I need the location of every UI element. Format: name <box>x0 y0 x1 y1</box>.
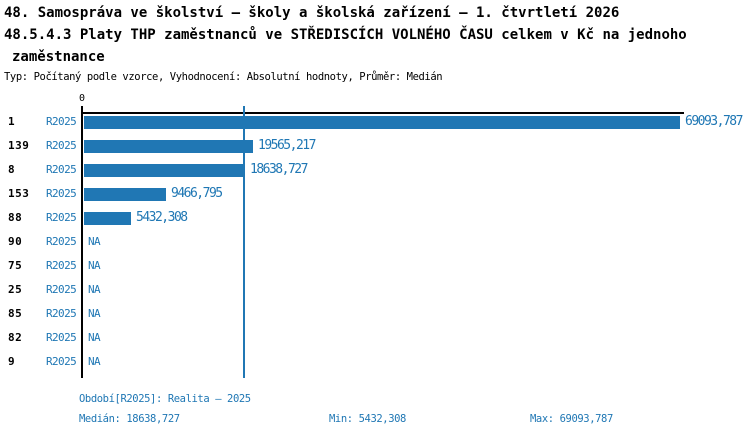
report-title-line-3: zaměstnance <box>12 49 105 65</box>
row-category-label: 75 <box>8 259 23 272</box>
report-meta: Typ: Počítaný podle vzorce, Vyhodnocení:… <box>4 71 443 83</box>
axis-zero-tick-label: 0 <box>78 93 86 104</box>
bar-value-label: 69093,787 <box>685 114 743 129</box>
row-series-label: R2025 <box>46 115 77 128</box>
row-series-label: R2025 <box>46 163 77 176</box>
row-category-label: 85 <box>8 307 23 320</box>
bar-value-label: 19565,217 <box>258 138 316 153</box>
row-series-label: R2025 <box>46 211 77 224</box>
footer-max: Max: 69093,787 <box>530 413 613 425</box>
chart-row: 1 R2025 69093,787 <box>0 110 750 134</box>
na-value-label: NA <box>88 307 101 320</box>
chart-row: 82 R2025 NA <box>0 326 750 350</box>
y-axis-line <box>81 106 83 378</box>
na-value-label: NA <box>88 355 101 368</box>
na-value-label: NA <box>88 259 101 272</box>
chart-row: 88 R2025 5432,308 <box>0 206 750 230</box>
row-category-label: 90 <box>8 235 23 248</box>
bar <box>84 140 253 153</box>
report-title-line-2: 48.5.4.3 Platy THP zaměstnanců ve STŘEDI… <box>4 27 687 43</box>
report-title-line-1: 48. Samospráva ve školství – školy a ško… <box>4 5 620 21</box>
row-series-label: R2025 <box>46 139 77 152</box>
chart-row: 8 R2025 18638,727 <box>0 158 750 182</box>
bar <box>84 212 131 225</box>
chart-rows: 1 R2025 69093,787 139 R2025 19565,217 8 R2025 18… <box>0 110 750 374</box>
bar-value-label: 18638,727 <box>250 162 308 177</box>
row-series-label: R2025 <box>46 259 77 272</box>
chart-row: 153 R2025 9466,795 <box>0 182 750 206</box>
row-series-label: R2025 <box>46 331 77 344</box>
chart-row: 90 R2025 NA <box>0 230 750 254</box>
bar <box>84 188 166 201</box>
chart-row: 139 R2025 19565,217 <box>0 134 750 158</box>
na-value-label: NA <box>88 235 101 248</box>
footer-median: Medián: 18638,727 <box>79 413 180 425</box>
row-category-label: 82 <box>8 331 23 344</box>
bar-value-label: 9466,795 <box>171 186 223 201</box>
chart-row: 75 R2025 NA <box>0 254 750 278</box>
row-category-label: 9 <box>8 355 16 368</box>
row-series-label: R2025 <box>46 283 77 296</box>
row-series-label: R2025 <box>46 307 77 320</box>
row-category-label: 1 <box>8 115 16 128</box>
row-series-label: R2025 <box>46 355 77 368</box>
bar <box>84 116 680 129</box>
report-header: 48. Samospráva ve školství – školy a ško… <box>4 2 687 84</box>
chart-row: 25 R2025 NA <box>0 278 750 302</box>
row-series-label: R2025 <box>46 235 77 248</box>
bar <box>84 164 245 177</box>
row-series-label: R2025 <box>46 187 77 200</box>
footer-period: Období[R2025]: Realita – 2025 <box>79 393 251 405</box>
row-category-label: 8 <box>8 163 16 176</box>
row-category-label: 139 <box>8 139 30 152</box>
row-category-label: 153 <box>8 187 30 200</box>
chart-row: 85 R2025 NA <box>0 302 750 326</box>
median-line <box>243 106 245 378</box>
footer-min: Min: 5432,308 <box>329 413 406 425</box>
row-category-label: 88 <box>8 211 23 224</box>
chart-row: 9 R2025 NA <box>0 350 750 374</box>
bar-value-label: 5432,308 <box>136 210 188 225</box>
na-value-label: NA <box>88 331 101 344</box>
x-axis-line <box>81 112 684 114</box>
na-value-label: NA <box>88 283 101 296</box>
row-category-label: 25 <box>8 283 23 296</box>
